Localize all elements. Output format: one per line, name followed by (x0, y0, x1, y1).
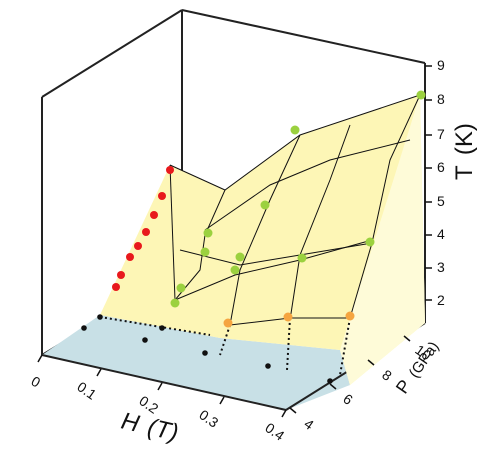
data-point-orange (345, 311, 355, 321)
base-plane (42, 315, 350, 410)
data-point-green (176, 283, 186, 293)
data-point-red (150, 211, 158, 219)
data-point-red (158, 192, 166, 200)
data-point-green (290, 125, 300, 135)
grid-line (174, 239, 373, 301)
z-axis: 2 3 4 5 6 7 8 9 T (K) (425, 57, 478, 308)
surface-patch (340, 95, 425, 385)
dotted-line (286, 317, 291, 371)
data-point-red (142, 228, 150, 236)
data-point-orange (283, 312, 293, 322)
z-tick-label: 4 (437, 226, 445, 242)
grid-line (179, 242, 373, 266)
grid-line (229, 134, 301, 326)
z-tick-label: 8 (437, 91, 445, 107)
data-point-black (159, 325, 165, 331)
z-axis-title: T (K) (451, 123, 478, 180)
surface (100, 95, 425, 385)
grid-line (349, 94, 421, 319)
data-point-black (142, 337, 148, 343)
x-axis-title: H (T) (119, 408, 181, 447)
z-tick-label: 6 (437, 159, 445, 175)
data-point-green (416, 90, 426, 100)
surface-patch (100, 95, 425, 385)
dotted-lines (99, 316, 351, 376)
data-point-orange (223, 318, 233, 328)
data-point-green (365, 237, 375, 247)
dotted-line (99, 316, 211, 336)
z-tick-label: 5 (437, 193, 445, 209)
grid-line (289, 124, 351, 321)
z-tick-label: 2 (437, 292, 445, 308)
y-tick-label: 8 (379, 366, 395, 384)
data-point-green (200, 247, 210, 257)
x-tick-label: 0 (29, 373, 44, 391)
data-point-green (203, 228, 213, 238)
data-point-black (81, 325, 87, 331)
data-point-red (112, 283, 120, 291)
x-tick-label: 0.1 (74, 378, 99, 402)
z-tick-label: 3 (437, 259, 445, 275)
x-tick-label: 0.3 (196, 406, 221, 430)
data-points (81, 90, 426, 384)
grid-line (169, 164, 176, 301)
data-point-black (265, 363, 271, 369)
data-point-red (117, 271, 125, 279)
data-point-green (260, 200, 270, 210)
frame-edge (41, 9, 183, 98)
x-tick-label: 0.4 (262, 419, 287, 443)
data-point-green (297, 253, 307, 263)
frame-edge (41, 354, 287, 411)
data-point-red (126, 253, 134, 261)
data-point-black (327, 378, 333, 384)
data-point-red (134, 242, 142, 250)
y-tick-label: 4 (301, 415, 317, 433)
data-point-black (202, 350, 208, 356)
grid-line (204, 139, 411, 231)
data-point-green (170, 298, 180, 308)
data-point-red (166, 166, 174, 174)
data-point-green (230, 265, 240, 275)
y-tick-label: 6 (340, 390, 356, 408)
data-point-green (235, 252, 245, 262)
z-tick-label: 9 (437, 57, 445, 73)
z-tick-label: 7 (437, 126, 445, 142)
grid-line (169, 94, 421, 191)
frame-edge (181, 9, 426, 64)
data-point-black (97, 314, 103, 320)
dotted-line (219, 324, 231, 356)
